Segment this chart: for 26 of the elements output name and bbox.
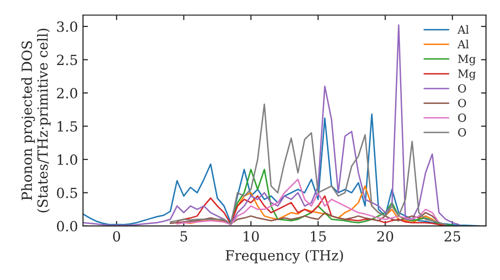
y-tick-label: 2.5 [56, 54, 78, 66]
y-tick-label: 2.0 [56, 88, 78, 98]
y-tick-label: 0.5 [56, 188, 78, 198]
x-tick-label: 20 [377, 231, 394, 242]
y-tick-label: 0.0 [56, 220, 78, 232]
legend-label: Al [457, 40, 469, 48]
legend-label: Mg [458, 70, 476, 80]
y-tick-label: 1.5 [58, 121, 78, 132]
x-tick-label: 5 [180, 231, 188, 242]
y-axis-title: Phonon projected DOS (States/THz·primitive cell) [21, 28, 50, 212]
legend-label: Mg [458, 54, 476, 66]
y-tick-label: 1.0 [58, 154, 78, 165]
legend-label: Al [457, 25, 469, 34]
legend-label: O [458, 113, 466, 122]
x-tick-label: 0 [113, 231, 120, 242]
x-tick-label: 25 [444, 231, 460, 242]
line-series [83, 114, 480, 226]
legend-label: O [458, 98, 466, 108]
x-tick-label: 15 [310, 231, 326, 242]
legend-label: O [458, 128, 466, 137]
legend-label: O [458, 84, 466, 93]
line-series [176, 195, 446, 226]
y-tick-label: 3.0 [57, 21, 78, 32]
line-series [170, 104, 446, 226]
x-axis-title: Frequency (THz) [226, 250, 343, 264]
x-tick-label: 10 [244, 231, 259, 242]
